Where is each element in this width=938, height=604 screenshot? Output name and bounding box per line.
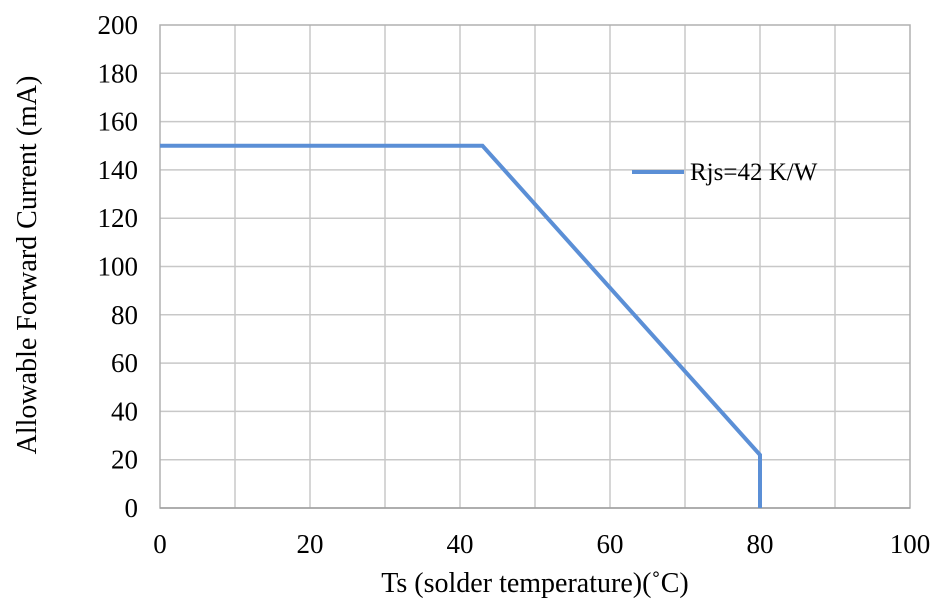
x-axis-label: Ts (solder temperature)(˚C) (381, 568, 688, 599)
y-tick-label: 20 (111, 445, 138, 475)
y-tick-label: 80 (111, 300, 138, 330)
x-tick-label: 80 (747, 529, 774, 559)
grid (160, 25, 910, 508)
y-tick-label: 160 (98, 107, 139, 137)
x-tick-label: 0 (153, 529, 167, 559)
x-tick-label: 100 (890, 529, 931, 559)
y-tick-label: 60 (111, 348, 138, 378)
y-tick-label: 200 (98, 10, 139, 40)
y-tick-label: 140 (98, 155, 139, 185)
y-tick-label: 180 (98, 58, 139, 88)
x-axis-ticks: 0 20 40 60 80 100 (153, 529, 930, 559)
y-tick-label: 0 (125, 493, 139, 523)
y-tick-label: 120 (98, 203, 139, 233)
series-line (160, 143, 762, 508)
y-tick-label: 100 (98, 252, 139, 282)
legend-label: Rjs=42 K/W (690, 159, 818, 186)
y-tick-label: 40 (111, 396, 138, 426)
y-axis-label: Allowable Forward Current (mA) (12, 76, 43, 455)
y-axis-ticks: 0 20 40 60 80 100 120 140 160 180 200 (98, 10, 139, 523)
x-tick-label: 60 (597, 529, 624, 559)
x-tick-label: 20 (297, 529, 324, 559)
legend: Rjs=42 K/W (632, 159, 818, 186)
plot-frame (159, 24, 911, 509)
series-layer (160, 143, 762, 508)
x-tick-label: 40 (447, 529, 474, 559)
